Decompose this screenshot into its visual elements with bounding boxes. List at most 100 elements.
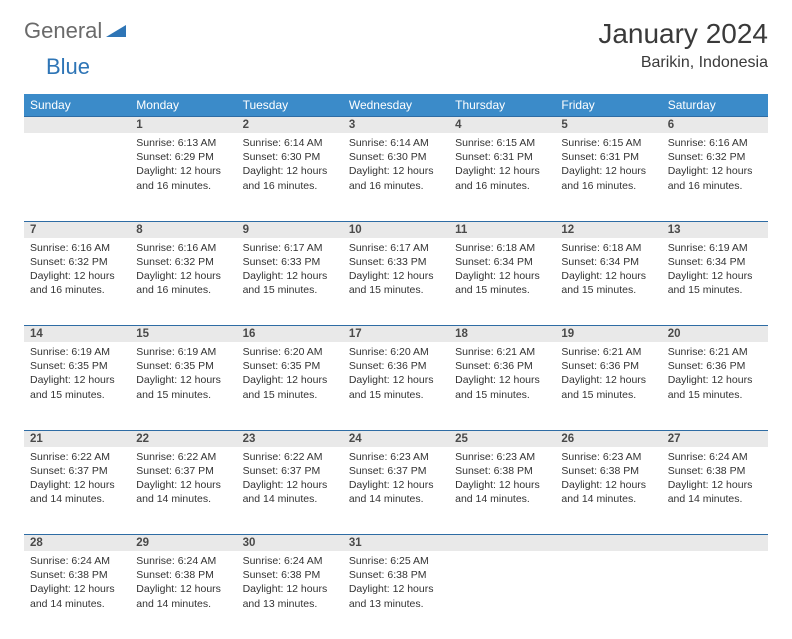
sunrise-text: Sunrise: 6:18 AM	[561, 241, 655, 255]
day-cell	[449, 551, 555, 639]
sunset-text: Sunset: 6:38 PM	[136, 568, 230, 582]
day-cell: Sunrise: 6:20 AMSunset: 6:35 PMDaylight:…	[237, 342, 343, 430]
sunrise-text: Sunrise: 6:23 AM	[455, 450, 549, 464]
day2-text: and 15 minutes.	[455, 388, 549, 402]
day-number: 4	[449, 117, 555, 134]
day2-text: and 15 minutes.	[349, 283, 443, 297]
day1-text: Daylight: 12 hours	[243, 582, 337, 596]
sunset-text: Sunset: 6:33 PM	[243, 255, 337, 269]
calendar-body: 123456Sunrise: 6:13 AMSunset: 6:29 PMDay…	[24, 117, 768, 639]
day-cell: Sunrise: 6:17 AMSunset: 6:33 PMDaylight:…	[343, 238, 449, 326]
sunrise-text: Sunrise: 6:19 AM	[136, 345, 230, 359]
sunrise-text: Sunrise: 6:19 AM	[30, 345, 124, 359]
sunset-text: Sunset: 6:31 PM	[561, 150, 655, 164]
sunset-text: Sunset: 6:32 PM	[668, 150, 762, 164]
sunrise-text: Sunrise: 6:22 AM	[136, 450, 230, 464]
sunset-text: Sunset: 6:37 PM	[243, 464, 337, 478]
day2-text: and 16 minutes.	[30, 283, 124, 297]
day1-text: Daylight: 12 hours	[349, 373, 443, 387]
day1-text: Daylight: 12 hours	[136, 164, 230, 178]
weekday-header: Tuesday	[237, 94, 343, 117]
day-number: 29	[130, 535, 236, 552]
day-cell	[24, 133, 130, 221]
logo-triangle-icon	[106, 21, 126, 42]
day-cell: Sunrise: 6:18 AMSunset: 6:34 PMDaylight:…	[449, 238, 555, 326]
day1-text: Daylight: 12 hours	[136, 373, 230, 387]
sunrise-text: Sunrise: 6:15 AM	[561, 136, 655, 150]
sunset-text: Sunset: 6:37 PM	[30, 464, 124, 478]
day1-text: Daylight: 12 hours	[561, 373, 655, 387]
day-cell: Sunrise: 6:20 AMSunset: 6:36 PMDaylight:…	[343, 342, 449, 430]
sunset-text: Sunset: 6:37 PM	[136, 464, 230, 478]
sunrise-text: Sunrise: 6:20 AM	[349, 345, 443, 359]
sunset-text: Sunset: 6:34 PM	[668, 255, 762, 269]
day-number: 31	[343, 535, 449, 552]
sunrise-text: Sunrise: 6:17 AM	[243, 241, 337, 255]
sunrise-text: Sunrise: 6:14 AM	[243, 136, 337, 150]
day-cell: Sunrise: 6:21 AMSunset: 6:36 PMDaylight:…	[555, 342, 661, 430]
sunset-text: Sunset: 6:35 PM	[243, 359, 337, 373]
day1-text: Daylight: 12 hours	[349, 164, 443, 178]
day2-text: and 15 minutes.	[561, 388, 655, 402]
day1-text: Daylight: 12 hours	[349, 582, 443, 596]
sunrise-text: Sunrise: 6:23 AM	[561, 450, 655, 464]
sunrise-text: Sunrise: 6:13 AM	[136, 136, 230, 150]
weekday-header: Monday	[130, 94, 236, 117]
day-number: 12	[555, 221, 661, 238]
sunset-text: Sunset: 6:38 PM	[455, 464, 549, 478]
day2-text: and 15 minutes.	[243, 283, 337, 297]
weekday-header: Wednesday	[343, 94, 449, 117]
month-title: January 2024	[598, 18, 768, 50]
sunrise-text: Sunrise: 6:22 AM	[30, 450, 124, 464]
day1-text: Daylight: 12 hours	[668, 478, 762, 492]
sunset-text: Sunset: 6:32 PM	[30, 255, 124, 269]
sunset-text: Sunset: 6:35 PM	[136, 359, 230, 373]
day-number: 1	[130, 117, 236, 134]
day-number-row: 21222324252627	[24, 430, 768, 447]
day-number: 2	[237, 117, 343, 134]
day-number: 11	[449, 221, 555, 238]
logo: General	[24, 18, 128, 44]
day1-text: Daylight: 12 hours	[349, 478, 443, 492]
day2-text: and 14 minutes.	[455, 492, 549, 506]
day1-text: Daylight: 12 hours	[455, 373, 549, 387]
day-cell: Sunrise: 6:24 AMSunset: 6:38 PMDaylight:…	[237, 551, 343, 639]
day2-text: and 15 minutes.	[455, 283, 549, 297]
day2-text: and 16 minutes.	[455, 179, 549, 193]
title-block: January 2024 Barikin, Indonesia	[598, 18, 768, 72]
day2-text: and 15 minutes.	[136, 388, 230, 402]
day-cell: Sunrise: 6:15 AMSunset: 6:31 PMDaylight:…	[449, 133, 555, 221]
sunrise-text: Sunrise: 6:24 AM	[30, 554, 124, 568]
day-number-row: 78910111213	[24, 221, 768, 238]
day-cell: Sunrise: 6:17 AMSunset: 6:33 PMDaylight:…	[237, 238, 343, 326]
day2-text: and 13 minutes.	[349, 597, 443, 611]
day1-text: Daylight: 12 hours	[136, 269, 230, 283]
day1-text: Daylight: 12 hours	[561, 164, 655, 178]
day-number: 16	[237, 326, 343, 343]
day-number: 24	[343, 430, 449, 447]
day2-text: and 14 minutes.	[30, 492, 124, 506]
location-label: Barikin, Indonesia	[598, 54, 768, 72]
weekday-header: Friday	[555, 94, 661, 117]
day-number	[24, 117, 130, 134]
sunrise-text: Sunrise: 6:16 AM	[30, 241, 124, 255]
day-number: 9	[237, 221, 343, 238]
sunset-text: Sunset: 6:38 PM	[30, 568, 124, 582]
day-cell: Sunrise: 6:23 AMSunset: 6:38 PMDaylight:…	[555, 447, 661, 535]
day-number: 18	[449, 326, 555, 343]
day-number: 26	[555, 430, 661, 447]
day1-text: Daylight: 12 hours	[30, 478, 124, 492]
sunset-text: Sunset: 6:34 PM	[455, 255, 549, 269]
day-number-row: 14151617181920	[24, 326, 768, 343]
day-number: 13	[662, 221, 768, 238]
sunrise-text: Sunrise: 6:23 AM	[349, 450, 443, 464]
logo-word2: Blue	[46, 54, 90, 79]
day-cell: Sunrise: 6:22 AMSunset: 6:37 PMDaylight:…	[130, 447, 236, 535]
day2-text: and 15 minutes.	[561, 283, 655, 297]
day-number	[662, 535, 768, 552]
day-number	[449, 535, 555, 552]
sunset-text: Sunset: 6:32 PM	[136, 255, 230, 269]
day-number: 21	[24, 430, 130, 447]
day-number: 6	[662, 117, 768, 134]
day2-text: and 13 minutes.	[243, 597, 337, 611]
